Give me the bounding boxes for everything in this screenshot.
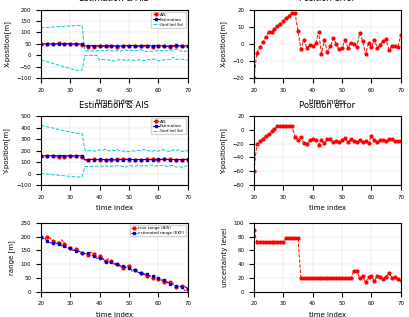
Estimation [85,44,90,48]
Estimation [38,42,43,46]
Estimation [150,44,155,48]
X-axis label: time index: time index [96,205,133,211]
AIS [38,42,43,46]
AIS [138,44,143,48]
X-axis label: time index: time index [309,99,346,105]
Legend: true range (AIS), estimated range (EKF): true range (AIS), estimated range (EKF) [130,225,186,236]
X-axis label: time index: time index [309,205,346,211]
Legend: AIS, Estimation, Conf.Int(3σ): AIS, Estimation, Conf.Int(3σ) [151,118,186,134]
AIS [85,45,90,49]
Title: Position error: Position error [299,101,355,110]
X-axis label: time index: time index [96,312,133,317]
Estimation [83,44,88,48]
Legend: AIS, Estimation, Conf.Int(3σ): AIS, Estimation, Conf.Int(3σ) [151,12,186,28]
AIS [56,41,61,45]
Estimation [135,44,140,48]
X-axis label: time index: time index [309,312,346,317]
Estimation [185,44,190,48]
Y-axis label: X-position[m]: X-position[m] [220,21,227,67]
Line: AIS: AIS [40,42,189,49]
X-axis label: time index: time index [96,99,133,105]
AIS [150,45,155,49]
AIS [185,44,190,48]
Y-axis label: uncertainty level: uncertainty level [222,228,228,287]
AIS [74,42,79,46]
Y-axis label: Y-position[m]: Y-position[m] [220,128,227,173]
Y-axis label: range [m]: range [m] [8,240,15,275]
Line: Estimation: Estimation [40,42,189,48]
Y-axis label: X-position[m]: X-position[m] [4,21,11,67]
Title: Position error: Position error [299,0,355,3]
Title: Estimation & AIS: Estimation & AIS [79,0,149,3]
AIS [88,44,93,48]
AIS [182,45,187,49]
Title: Estimation & AIS: Estimation & AIS [79,101,149,110]
Estimation [71,42,76,46]
Y-axis label: Y-position[m]: Y-position[m] [4,128,11,173]
Estimation [144,44,149,48]
Estimation [182,44,187,48]
AIS [147,45,152,49]
